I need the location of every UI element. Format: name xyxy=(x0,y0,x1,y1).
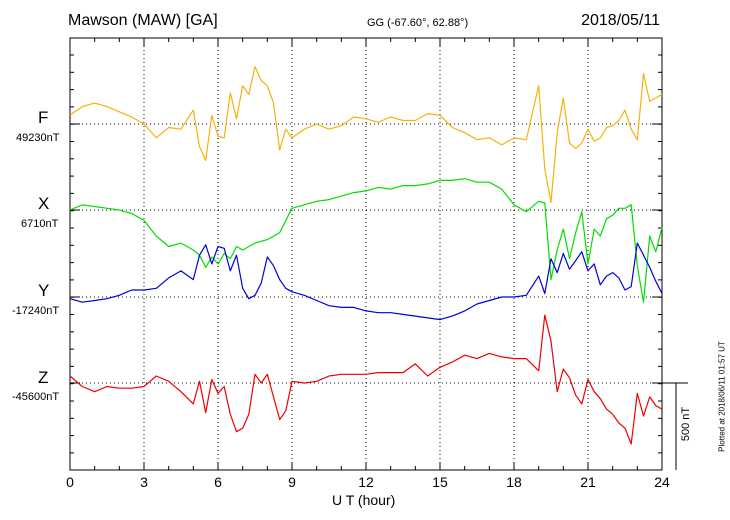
plot-date: 2018/05/11 xyxy=(581,12,660,29)
series-line-y xyxy=(69,242,663,321)
x-tick-label: 21 xyxy=(580,474,596,490)
x-tick-label: 12 xyxy=(358,474,374,490)
baseline-y: -17240nT xyxy=(12,305,60,317)
baseline-x: 6710nT xyxy=(21,218,59,230)
label-y: Y xyxy=(38,281,50,300)
x-axis-title: U T (hour) xyxy=(332,492,396,508)
x-tick-label: 15 xyxy=(432,474,448,490)
grid-lines xyxy=(70,38,662,470)
baseline-f: 49230nT xyxy=(16,132,60,144)
x-tick-label: 24 xyxy=(654,474,670,490)
series-group xyxy=(69,65,663,445)
geographic-coords: GG (-67.60°, 62.88°) xyxy=(367,17,469,29)
label-f: F xyxy=(38,108,49,127)
x-tick-label: 3 xyxy=(140,474,148,490)
scale-bar xyxy=(662,382,688,470)
axis-ticks xyxy=(69,38,663,470)
x-tick-label: 0 xyxy=(66,474,74,490)
scale-bar-label: 500 nT xyxy=(680,406,692,442)
series-line-f xyxy=(69,65,663,203)
station-title: Mawson (MAW) [GA] xyxy=(68,12,218,29)
x-tick-label: 6 xyxy=(214,474,222,490)
x-tick-label: 18 xyxy=(506,474,522,490)
x-tick-label: 9 xyxy=(288,474,296,490)
series-line-x xyxy=(69,178,663,303)
plotted-timestamp: Plotted at 2018/06/11 01:57 UT xyxy=(717,341,727,452)
baseline-z: -45600nT xyxy=(12,391,60,403)
series-line-z xyxy=(69,314,663,445)
label-x: X xyxy=(38,194,50,213)
label-z: Z xyxy=(38,368,49,387)
